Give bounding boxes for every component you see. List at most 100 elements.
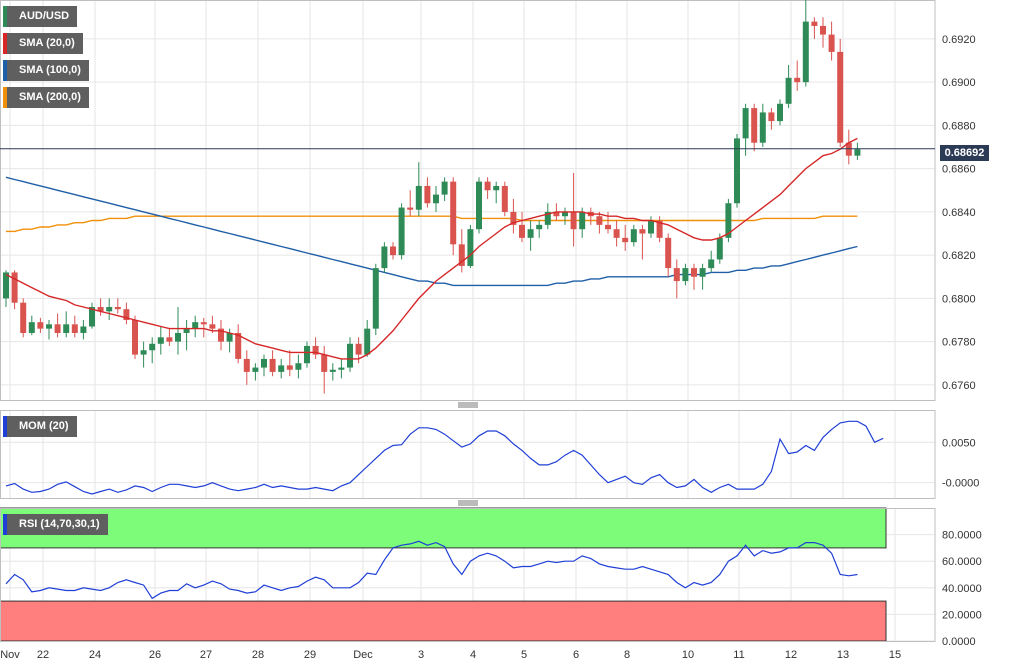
candle-body (286, 365, 293, 370)
last-price-tag: 0.68692 (940, 145, 989, 161)
candle-body (613, 229, 620, 238)
candle-body (106, 307, 113, 312)
candle-body (493, 185, 500, 191)
candle-body (407, 207, 414, 210)
candle-body (140, 350, 147, 355)
y-tick-label: 0.6860 (942, 164, 976, 176)
candle-body (519, 224, 525, 238)
y-tick-label: 40.0000 (942, 583, 982, 595)
mom-line (5, 420, 884, 495)
candle-body (89, 307, 95, 327)
candle-body (673, 268, 680, 282)
x-tick-label: 10 (682, 649, 694, 661)
candle-body (304, 345, 310, 364)
candle-body (312, 345, 319, 355)
candle-body (467, 229, 474, 266)
y-tick-label: 0.0050 (942, 437, 976, 449)
candle-body (768, 112, 775, 122)
candle-body (484, 181, 491, 191)
candle-body (424, 185, 431, 204)
y-tick-label: 0.0000 (942, 636, 976, 648)
sma-100-line (5, 176, 858, 287)
candle-body (132, 320, 138, 355)
sma-100-path (5, 176, 858, 287)
y-tick-label: -0.0000 (942, 478, 979, 490)
candle-body (527, 229, 534, 238)
legend-symbol: AUD/USD (3, 6, 78, 27)
x-tick-label: 26 (149, 649, 161, 661)
candle-body (854, 149, 861, 156)
panel-frame (0, 508, 936, 642)
candle-body (553, 211, 560, 217)
x-tick-label: 5 (521, 649, 527, 661)
candle-body (28, 322, 35, 333)
x-tick-label: 27 (200, 649, 212, 661)
candle-body (398, 207, 405, 256)
candle-body (114, 307, 121, 310)
x-tick-label: Dec (353, 649, 373, 661)
candle-body (605, 224, 611, 230)
candle-body (648, 220, 654, 234)
candle-body (501, 185, 508, 212)
y-tick-label: 80.0000 (942, 530, 982, 542)
x-tick-label: 13 (837, 649, 849, 661)
candle-body (622, 237, 629, 243)
candle-body (725, 203, 732, 238)
candle-body (691, 268, 697, 277)
panel-frame (0, 410, 936, 499)
candle-body (372, 268, 379, 329)
panel-splitters[interactable] (458, 402, 478, 506)
candle-body (639, 229, 646, 234)
y-tick-label: 0.6820 (942, 250, 976, 262)
candle-body (54, 324, 61, 333)
x-tick-label: 6 (573, 649, 579, 661)
candle-body (347, 343, 353, 368)
candle-body (166, 337, 173, 342)
candle-body (734, 138, 740, 204)
candle-body (355, 343, 362, 355)
candle-body (665, 237, 672, 269)
candle-body (785, 77, 792, 104)
rsi-zones (0, 507, 887, 642)
candle-body (476, 181, 482, 230)
candle-body (218, 328, 224, 342)
candle-body (37, 322, 44, 329)
candle-body (80, 326, 87, 333)
candle-body (682, 268, 689, 282)
candle-body (837, 51, 844, 143)
candle-body (536, 224, 543, 230)
x-tick-label: 3 (418, 649, 424, 661)
candle-body (295, 363, 302, 370)
candle-body (742, 108, 749, 139)
candles (3, 0, 861, 394)
candle-body (630, 229, 637, 243)
mom-path (5, 420, 884, 495)
x-axis-labels: Nov 22 24 26 27 28 29 Dec 3 4 5 6 8 10 11 12 13 15 (0, 649, 901, 661)
y-tick-label: 0.6840 (942, 207, 976, 219)
candle-body (243, 358, 250, 372)
x-tick-label: 11 (733, 649, 744, 661)
oversold-zone (0, 600, 887, 642)
x-tick-label: 22 (37, 649, 49, 661)
candle-body (510, 211, 517, 225)
candle-body (390, 246, 396, 256)
legend-sma-200: SMA (200,0) (3, 87, 89, 108)
candle-body (269, 358, 276, 372)
candle-body (183, 328, 190, 333)
candle-body (63, 324, 70, 333)
y-tick-label: 0.6920 (942, 34, 976, 46)
x-tick-label: 29 (304, 649, 316, 661)
x-tick-label: 8 (624, 649, 630, 661)
candle-body (71, 324, 78, 333)
y-axis-labels: 0.6760 0.6780 0.6800 0.6820 0.6840 0.6860 0.68… (942, 34, 982, 648)
candle-body (11, 272, 18, 303)
candle-body (716, 237, 723, 260)
candle-body (802, 21, 809, 83)
x-tick-label: Nov (0, 649, 20, 661)
panel-frames (0, 0, 936, 642)
candle-body (252, 367, 259, 372)
candle-body (433, 194, 439, 204)
candle-body (458, 244, 465, 266)
sma-20-path (5, 137, 858, 360)
